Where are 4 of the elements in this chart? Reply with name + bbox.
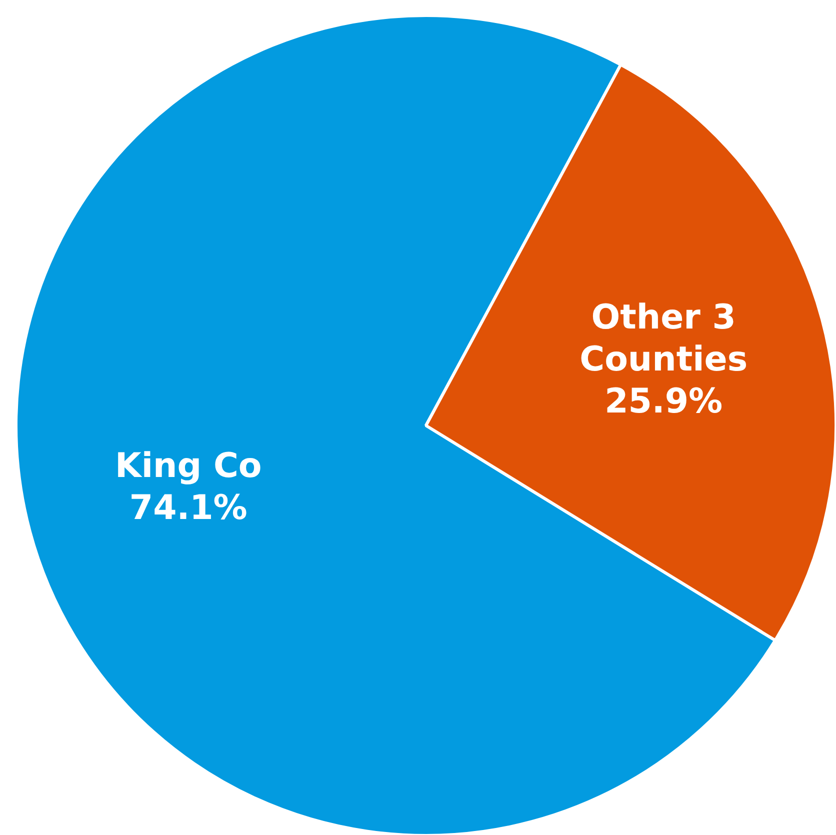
data-label: 74.1%: [129, 488, 248, 528]
slice-label: Other 3 Counties: [580, 298, 748, 380]
slice-label: King Co: [115, 446, 262, 486]
data-label: 25.9%: [604, 382, 723, 422]
